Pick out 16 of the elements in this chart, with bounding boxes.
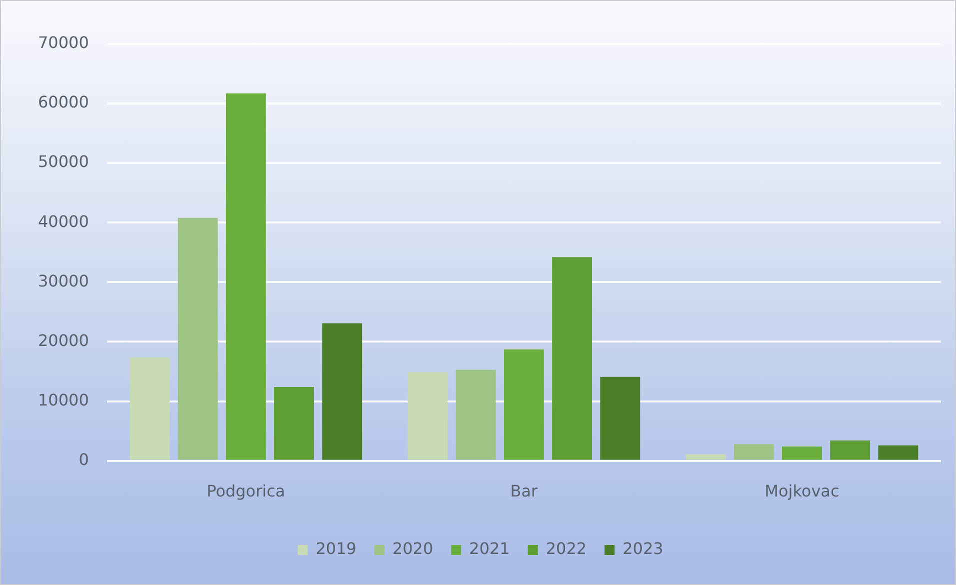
y-tick-label: 40000 [38,212,89,231]
y-tick-label: 30000 [38,271,89,290]
x-tick-label: Bar [510,482,538,501]
y-tick-label: 0 [78,450,89,469]
y-tick-label: 20000 [38,330,89,350]
y-tick-label: 60000 [38,92,89,112]
x-tick-label: Podgorica [206,482,286,501]
legend-label: 2023 [622,539,664,558]
legend-label: 2019 [316,539,356,558]
y-tick-label: 70000 [38,33,89,52]
legend-label: 2022 [546,539,587,558]
x-tick-label: Mojkovac [764,482,840,501]
y-tick-label: 50000 [38,152,89,172]
y-tick-label: 10000 [38,390,89,410]
legend-label: 2020 [392,539,434,558]
legend-label: 2021 [469,539,510,558]
